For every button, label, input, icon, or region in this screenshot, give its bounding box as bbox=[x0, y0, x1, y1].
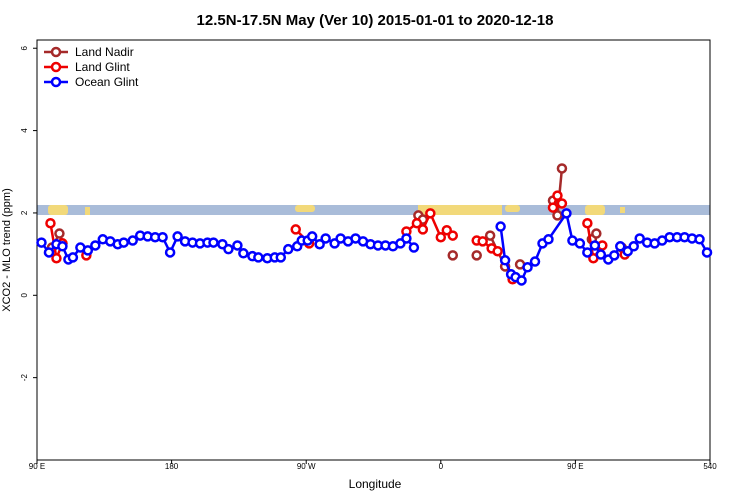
data-point bbox=[320, 233, 331, 244]
data-point bbox=[172, 231, 183, 242]
data-point bbox=[157, 231, 168, 243]
x-tick-label: 90 E bbox=[29, 462, 45, 471]
data-point bbox=[435, 231, 447, 243]
y-tick-label: 4 bbox=[20, 128, 29, 133]
data-point bbox=[582, 217, 593, 229]
data-point bbox=[701, 247, 713, 258]
data-point bbox=[43, 247, 55, 258]
data-point bbox=[615, 241, 626, 252]
data-point bbox=[516, 275, 527, 286]
y-axis-label: XCO2 - MLO trend (ppm) bbox=[1, 188, 13, 311]
x-tick-label: 540 bbox=[703, 462, 717, 471]
data-point bbox=[447, 230, 459, 241]
data-point bbox=[232, 240, 243, 251]
land-shape bbox=[85, 207, 90, 215]
legend-marker bbox=[50, 61, 62, 73]
land-shape bbox=[418, 205, 502, 215]
x-tick-label: 0 bbox=[439, 462, 444, 471]
data-point bbox=[447, 250, 459, 261]
data-point bbox=[118, 237, 129, 248]
data-point bbox=[574, 238, 586, 249]
x-tick-label: 90 E bbox=[567, 462, 583, 471]
land-shape bbox=[295, 205, 315, 212]
land-shape bbox=[48, 205, 68, 215]
y-tick-label: 0 bbox=[20, 293, 29, 298]
data-point bbox=[609, 250, 620, 261]
y-tick-label: 2 bbox=[20, 210, 29, 215]
data-point bbox=[314, 238, 325, 250]
land-shape bbox=[620, 207, 625, 213]
data-point bbox=[471, 250, 482, 261]
data-point bbox=[547, 202, 559, 213]
data-point bbox=[492, 245, 503, 257]
y-tick-label: 6 bbox=[20, 45, 29, 50]
y-tick-label: -2 bbox=[20, 374, 29, 382]
data-point bbox=[82, 245, 94, 256]
data-point bbox=[408, 242, 420, 253]
data-point bbox=[543, 234, 554, 245]
data-point bbox=[306, 231, 318, 242]
data-point bbox=[164, 247, 176, 258]
data-point bbox=[556, 163, 568, 174]
data-point bbox=[127, 235, 138, 246]
data-point bbox=[253, 252, 264, 263]
legend-label: Land Nadir bbox=[75, 45, 134, 59]
data-point bbox=[54, 228, 65, 239]
data-point bbox=[208, 237, 219, 248]
data-point bbox=[90, 240, 101, 251]
data-point bbox=[529, 256, 541, 267]
land-band bbox=[37, 205, 710, 215]
chart-title: 12.5N-17.5N May (Ver 10) 2015-01-01 to 2… bbox=[197, 12, 554, 29]
data-point bbox=[499, 255, 511, 266]
data-point bbox=[595, 249, 607, 260]
plot-frame bbox=[36, 39, 711, 461]
legend-marker bbox=[50, 46, 62, 58]
data-point bbox=[522, 262, 533, 273]
legend-label: Ocean Glint bbox=[75, 75, 139, 89]
data-point bbox=[290, 224, 301, 235]
data-point bbox=[582, 247, 593, 258]
data-point bbox=[417, 224, 429, 235]
data-point bbox=[556, 198, 568, 209]
data-point bbox=[591, 228, 602, 239]
data-point bbox=[694, 234, 705, 245]
data-point bbox=[36, 237, 47, 248]
data-point bbox=[552, 190, 563, 201]
data-point bbox=[561, 208, 572, 219]
land-shape bbox=[585, 205, 605, 215]
data-point bbox=[51, 252, 62, 264]
legend-marker bbox=[50, 76, 62, 88]
data-point bbox=[589, 240, 601, 251]
x-axis-label: Longitude bbox=[349, 477, 402, 491]
data-point bbox=[628, 241, 639, 252]
series-line bbox=[52, 168, 622, 266]
data-point bbox=[57, 241, 68, 252]
data-point bbox=[477, 236, 488, 247]
data-point bbox=[238, 248, 249, 259]
x-tick-label: 90 W bbox=[297, 462, 316, 471]
data-point bbox=[411, 217, 423, 229]
land-shape bbox=[505, 205, 520, 212]
ocean-band bbox=[37, 205, 710, 215]
data-point bbox=[67, 252, 79, 263]
data-point bbox=[425, 208, 436, 219]
x-tick-label: 180 bbox=[165, 462, 179, 471]
data-point bbox=[45, 217, 56, 229]
data-point bbox=[634, 233, 645, 244]
data-point bbox=[484, 230, 496, 241]
data-point bbox=[495, 221, 506, 232]
data-point bbox=[283, 243, 294, 255]
legend-label: Land Glint bbox=[75, 60, 130, 74]
data-point bbox=[401, 233, 412, 244]
data-point bbox=[223, 243, 234, 255]
data-point bbox=[552, 210, 563, 221]
data-point bbox=[275, 252, 287, 263]
